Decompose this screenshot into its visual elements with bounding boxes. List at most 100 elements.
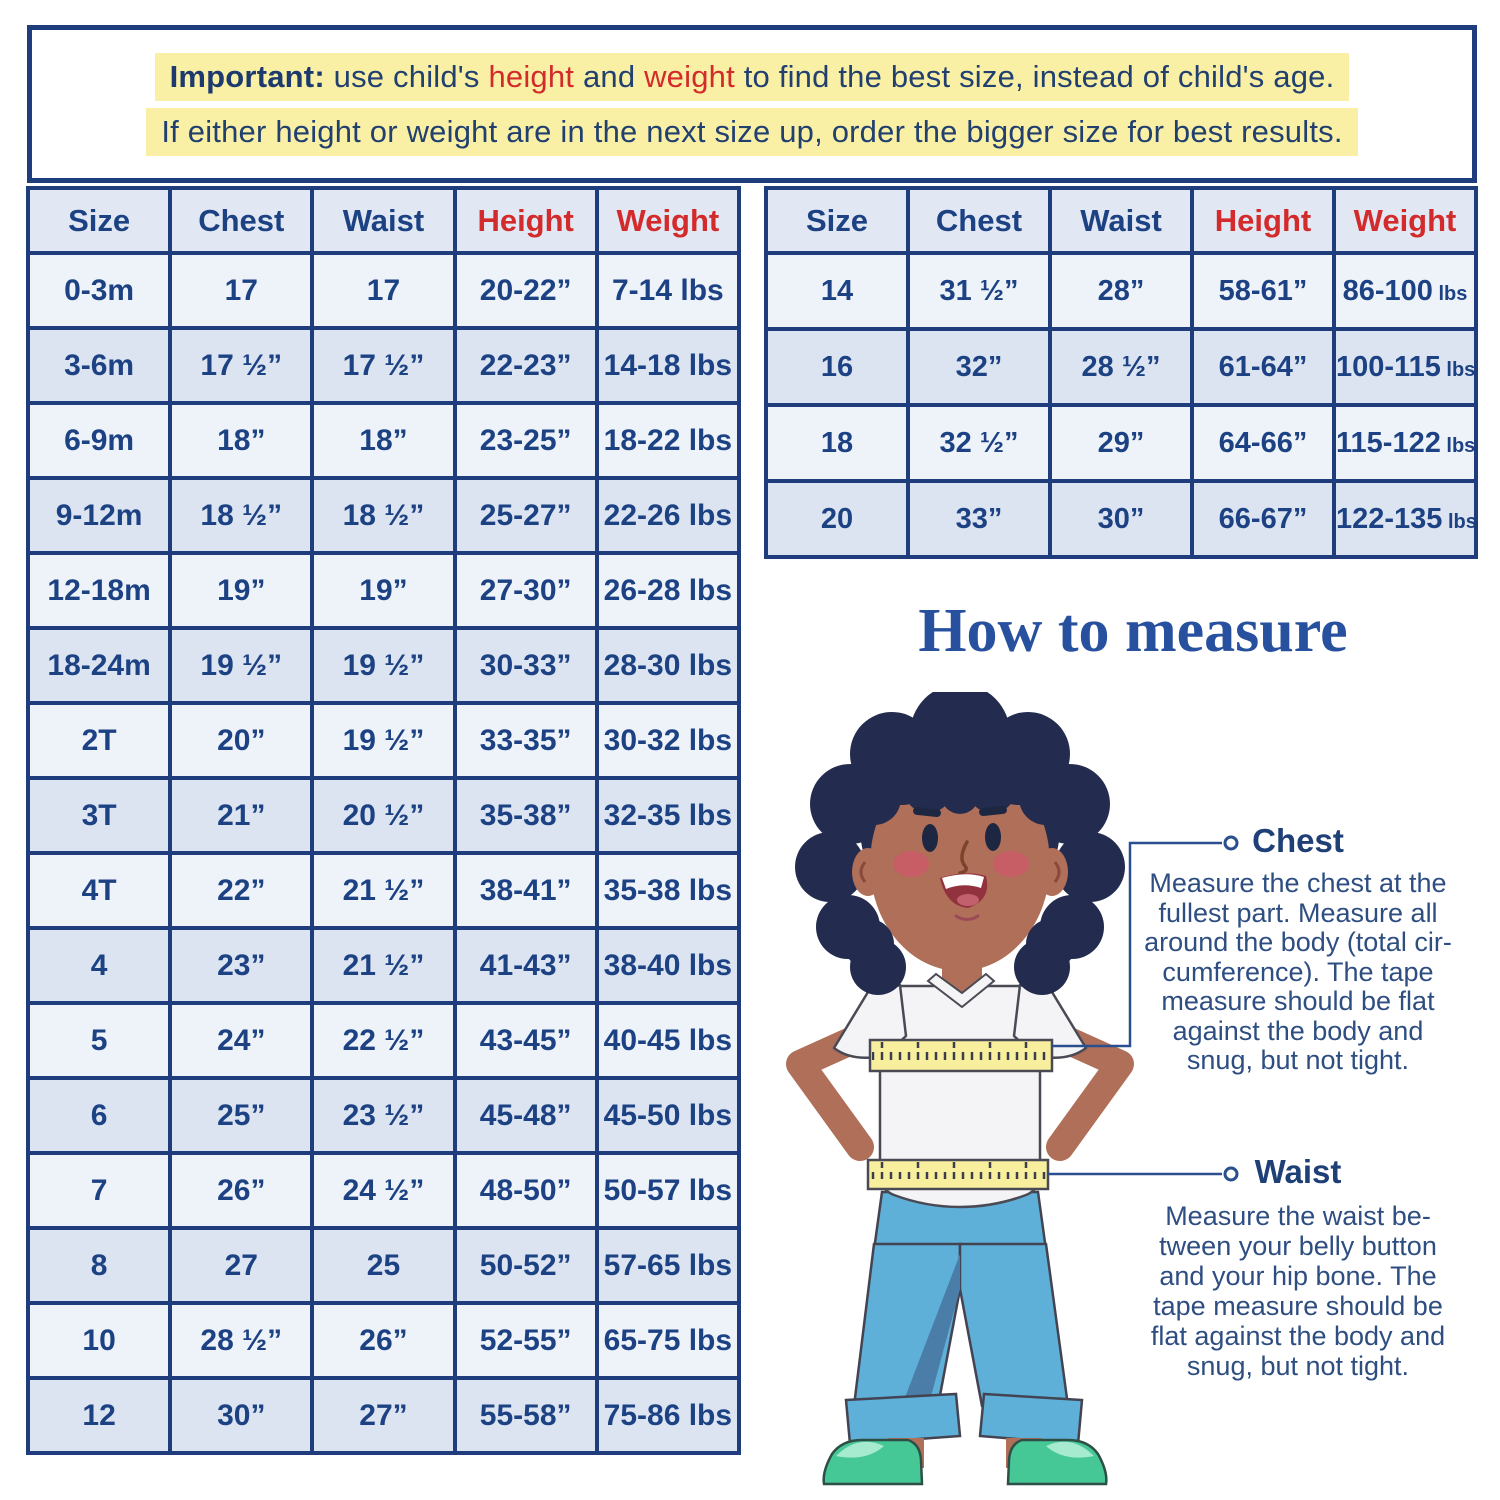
table-cell: 24 ½” — [310, 1151, 457, 1230]
table-cell: 55-58” — [452, 1376, 599, 1455]
table-cell: 17 ½” — [168, 326, 315, 405]
table-cell: 19” — [168, 551, 315, 630]
table-cell: 20” — [168, 701, 315, 780]
table-cell: 2T — [25, 701, 173, 780]
table-cell: 19 ½” — [168, 626, 315, 705]
table-cell: 65-75 lbs — [594, 1301, 742, 1380]
table-cell: 26” — [310, 1301, 457, 1380]
table-row: 8 27 25 50-52” 57-65 lbs — [25, 1226, 742, 1305]
face-features — [893, 805, 1029, 921]
chest-instructions: Measure the chest at the fullest part. M… — [1144, 868, 1452, 1075]
table-cell: 10 — [25, 1301, 173, 1380]
table-cell: 23” — [168, 926, 315, 1005]
pants — [844, 1190, 1084, 1446]
note-highlight-1: Important: use child's height and weight… — [154, 52, 1350, 101]
table-cell: 32” — [906, 327, 1052, 407]
table-cell: 28 ½” — [1048, 327, 1194, 407]
table-cell: 32 ½” — [906, 403, 1052, 483]
table-cell: 21 ½” — [310, 851, 457, 930]
table-row: 0-3m 17 17 20-22” 7-14 lbs — [25, 251, 742, 330]
table-cell: 86-100 lbs — [1332, 251, 1478, 331]
column-header-waist: Waist — [310, 186, 457, 255]
note-text: to find the best size, instead of child'… — [734, 58, 1335, 94]
table-cell: 21” — [168, 776, 315, 855]
table-cell: 0-3m — [25, 251, 173, 330]
table-cell: 50-52” — [452, 1226, 599, 1305]
table-cell: 20 ½” — [310, 776, 457, 855]
column-header-chest: Chest — [906, 186, 1052, 255]
note-weight-word: weight — [644, 58, 735, 94]
size-table-14-to-20: Size Chest Waist Height Weight 14 31 ½” 28” 58-… — [764, 186, 1478, 559]
column-header-height: Height — [1190, 186, 1336, 255]
table-cell: 7 — [25, 1151, 173, 1230]
column-header-waist: Waist — [1048, 186, 1194, 255]
table-cell: 115-122 lbs — [1332, 403, 1478, 483]
table-cell: 4T — [25, 851, 173, 930]
table-cell: 18 ½” — [168, 476, 315, 555]
table-row: 18 32 ½” 29” 64-66” 115-122 lbs — [764, 403, 1478, 483]
table-cell: 75-86 lbs — [594, 1376, 742, 1455]
table-cell: 30” — [168, 1376, 315, 1455]
note-height-word: height — [488, 58, 575, 94]
table-row: 3-6m 17 ½” 17 ½” 22-23” 14-18 lbs — [25, 326, 742, 405]
table-row: 3T 21” 20 ½” 35-38” 32-35 lbs — [25, 776, 742, 855]
table-cell: 48-50” — [452, 1151, 599, 1230]
table-cell: 14 — [764, 251, 910, 331]
size-table-right-wrap: Size Chest Waist Height Weight 14 31 ½” 28” 58-… — [764, 186, 1478, 559]
table-cell: 27-30” — [452, 551, 599, 630]
table-row: 12-18m 19” 19” 27-30” 26-28 lbs — [25, 551, 742, 630]
table-cell: 30-33” — [452, 626, 599, 705]
note-line-1: Important: use child's height and weight… — [154, 52, 1350, 101]
size-table-left-wrap: Size Chest Waist Height Weight 0-3m 17 17 20-22… — [25, 186, 742, 1455]
table-cell: 24” — [168, 1001, 315, 1080]
table-cell: 3-6m — [25, 326, 173, 405]
table-cell: 17 — [168, 251, 315, 330]
waist-tape — [866, 1158, 1050, 1191]
table-cell: 9-12m — [25, 476, 173, 555]
table-row: 4 23” 21 ½” 41-43” 38-40 lbs — [25, 926, 742, 1005]
table-cell: 23 ½” — [310, 1076, 457, 1155]
table-cell: 52-55” — [452, 1301, 599, 1380]
table-cell: 43-45” — [452, 1001, 599, 1080]
column-header-size: Size — [25, 186, 173, 255]
column-header-size: Size — [764, 186, 910, 255]
table-cell: 20 — [764, 479, 910, 559]
table-cell: 22-26 lbs — [594, 476, 742, 555]
column-header-weight: Weight — [1332, 186, 1478, 255]
table-row: 4T 22” 21 ½” 38-41” 35-38 lbs — [25, 851, 742, 930]
table-cell: 25 — [310, 1226, 457, 1305]
table-cell: 21 ½” — [310, 926, 457, 1005]
table-cell: 14-18 lbs — [594, 326, 742, 405]
important-note-box: Important: use child's height and weight… — [27, 25, 1477, 183]
shoes — [822, 1438, 1108, 1486]
table-cell: 28” — [1048, 251, 1194, 331]
table-cell: 57-65 lbs — [594, 1226, 742, 1305]
table-cell: 64-66” — [1190, 403, 1336, 483]
table-cell: 61-64” — [1190, 327, 1336, 407]
table-cell: 17 — [310, 251, 457, 330]
table-cell: 30” — [1048, 479, 1194, 559]
note-highlight-2: If either height or weight are in the ne… — [146, 107, 1358, 156]
table-cell: 18 — [764, 403, 910, 483]
table-cell: 26-28 lbs — [594, 551, 742, 630]
table-cell: 35-38” — [452, 776, 599, 855]
table-cell: 20-22” — [452, 251, 599, 330]
table-cell: 122-135 lbs — [1332, 479, 1478, 559]
chest-tape — [868, 1038, 1054, 1073]
table-cell: 66-67” — [1190, 479, 1336, 559]
table-row: 14 31 ½” 28” 58-61” 86-100 lbs — [764, 251, 1478, 331]
chest-label: Chest — [1252, 822, 1344, 859]
table-cell: 18 ½” — [310, 476, 457, 555]
table-cell: 38-40 lbs — [594, 926, 742, 1005]
table-cell: 40-45 lbs — [594, 1001, 742, 1080]
table-row: 18-24m 19 ½” 19 ½” 30-33” 28-30 lbs — [25, 626, 742, 705]
table-row: 16 32” 28 ½” 61-64” 100-115 lbs — [764, 327, 1478, 407]
note-line-2: If either height or weight are in the ne… — [146, 107, 1358, 156]
table-cell: 3T — [25, 776, 173, 855]
table-cell: 12-18m — [25, 551, 173, 630]
table-cell: 27” — [310, 1376, 457, 1455]
table-cell: 28 ½” — [168, 1301, 315, 1380]
table-cell: 25” — [168, 1076, 315, 1155]
table-cell: 35-38 lbs — [594, 851, 742, 930]
